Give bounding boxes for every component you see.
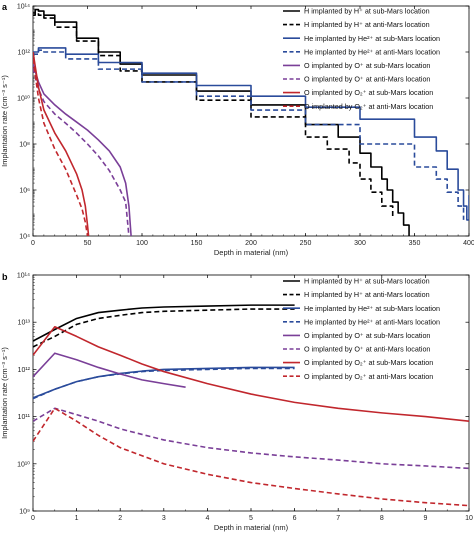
y-tick-label: 10¹² <box>18 50 31 57</box>
series-line-o-implanted-by-o-at-anti-mars-location <box>33 407 469 470</box>
legend-label: He implanted by He²⁺ at sub-Mars locatio… <box>304 304 440 313</box>
y-tick-label: 10⁸ <box>19 142 30 149</box>
series-line-o-implanted-by-o-at-anti-mars-location <box>33 407 469 507</box>
x-tick-label: 2 <box>118 515 122 522</box>
legend-label: H implanted by H⁺ at sub-Mars location <box>304 277 430 286</box>
legend-label: He implanted by He²⁺ at anti-Mars locati… <box>304 317 440 326</box>
legend-label: O implanted by O₂⁺ at sub-Mars location <box>304 88 433 97</box>
x-axis-label: Depth in material (nm) <box>214 523 289 532</box>
series-line-h-implanted-by-h-at-sub-mars-location <box>33 8 410 236</box>
legend-label: O implanted by O₂⁺ at anti-Mars location <box>304 102 433 111</box>
legend: H implanted by H⁺ at sub-Mars location H … <box>283 277 440 381</box>
series-line-he-implanted-by-he-at-sub-mars-location <box>33 47 469 221</box>
legend-label: H implanted by H⁺ at anti-Mars location <box>304 290 430 299</box>
legend-label: He implanted by He²⁺ at anti-Mars locati… <box>304 47 440 56</box>
series-line-o-implanted-by-o-at-sub-mars-location <box>33 325 469 422</box>
series-line-h-implanted-by-h-at-anti-mars-location <box>33 308 295 348</box>
x-tick-label: 400 <box>463 240 474 247</box>
panel-label: b <box>2 272 8 282</box>
legend-label: H implanted by H⁺ at anti-Mars location <box>304 20 430 29</box>
x-axis-label: Depth in material (nm) <box>214 248 289 257</box>
legend-label: O implanted by O⁺ at anti-Mars location <box>304 345 430 354</box>
y-tick-label: 10¹³ <box>18 320 31 327</box>
y-tick-label: 10¹⁰ <box>17 460 30 468</box>
y-tick-label: 10¹² <box>18 367 31 374</box>
x-tick-label: 100 <box>136 240 148 247</box>
x-tick-label: 4 <box>205 515 209 522</box>
y-tick-label: 10⁹ <box>19 509 30 516</box>
x-tick-label: 50 <box>84 240 92 247</box>
x-tick-label: 0 <box>31 240 35 247</box>
y-tick-label: 10¹⁴ <box>17 273 30 280</box>
legend: H implanted by H⁺ at sub-Mars location H … <box>283 7 440 111</box>
y-axis-label: Implantation rate (cm⁻³ s⁻¹) <box>0 75 9 167</box>
series-group <box>33 8 469 236</box>
y-tick-label: 10⁴ <box>19 234 30 241</box>
series-line-o-implanted-by-o-at-sub-mars-location <box>33 63 132 236</box>
y-tick-label: 10⁶ <box>19 188 30 195</box>
series-line-o-implanted-by-o-at-anti-mars-location <box>33 58 89 236</box>
series-line-h-implanted-by-h-at-sub-mars-location <box>33 304 295 342</box>
x-tick-label: 350 <box>409 240 421 247</box>
panel-a: a 0 50 100 150 200 250 300 350 400 10⁴ 10⁶ 10⁸ 10¹⁰ 10… <box>0 2 474 257</box>
x-tick-label: 0 <box>31 515 35 522</box>
legend-label: O implanted by O⁺ at sub-Mars location <box>304 331 430 340</box>
y-tick-label: 10¹¹ <box>18 414 31 421</box>
series-line-o-implanted-by-o-at-anti-mars-location <box>33 67 130 236</box>
x-tick-label: 8 <box>380 515 384 522</box>
panel-label: a <box>2 2 8 12</box>
y-tick-label: 10¹⁴ <box>17 4 30 11</box>
series-line-h-implanted-by-h-at-anti-mars-location <box>33 12 394 219</box>
x-tick-label: 300 <box>354 240 366 247</box>
y-tick-label: 10¹⁰ <box>17 95 30 103</box>
legend-label: H implanted by H⁺ at sub-Mars location <box>304 7 430 16</box>
x-tick-label: 6 <box>293 515 297 522</box>
x-tick-label: 200 <box>245 240 257 247</box>
legend-label: O implanted by O₂⁺ at sub-Mars location <box>304 358 433 367</box>
x-tick-label: 10 <box>465 515 473 522</box>
x-tick-label: 1 <box>75 515 79 522</box>
series-line-o-implanted-by-o-at-sub-mars-location <box>33 352 186 388</box>
series-group <box>33 304 469 507</box>
x-tick-label: 5 <box>249 515 253 522</box>
series-line-o-implanted-by-o-at-sub-mars-location <box>33 51 90 236</box>
legend-label: O implanted by O⁺ at sub-Mars location <box>304 61 430 70</box>
x-tick-label: 250 <box>300 240 312 247</box>
panel-b: b 0 1 2 3 4 5 6 7 8 9 10 10⁹ 10¹⁰ 10¹¹ 10¹² 10¹³ 10¹⁴ Dept… <box>0 272 473 532</box>
x-tick-label: 3 <box>162 515 166 522</box>
legend-label: He implanted by He²⁺ at sub-Mars locatio… <box>304 34 440 43</box>
x-tick-label: 150 <box>191 240 203 247</box>
x-tick-label: 9 <box>423 515 427 522</box>
legend-label: O implanted by O₂⁺ at anti-Mars location <box>304 372 433 381</box>
y-axis-label: Implantation rate (cm⁻³ s⁻¹) <box>0 347 9 439</box>
legend-label: O implanted by O⁺ at anti-Mars location <box>304 75 430 84</box>
x-tick-label: 7 <box>336 515 340 522</box>
series-line-he-implanted-by-he-at-anti-mars-location <box>33 367 295 400</box>
series-line-he-implanted-by-he-at-anti-mars-location <box>33 49 465 220</box>
